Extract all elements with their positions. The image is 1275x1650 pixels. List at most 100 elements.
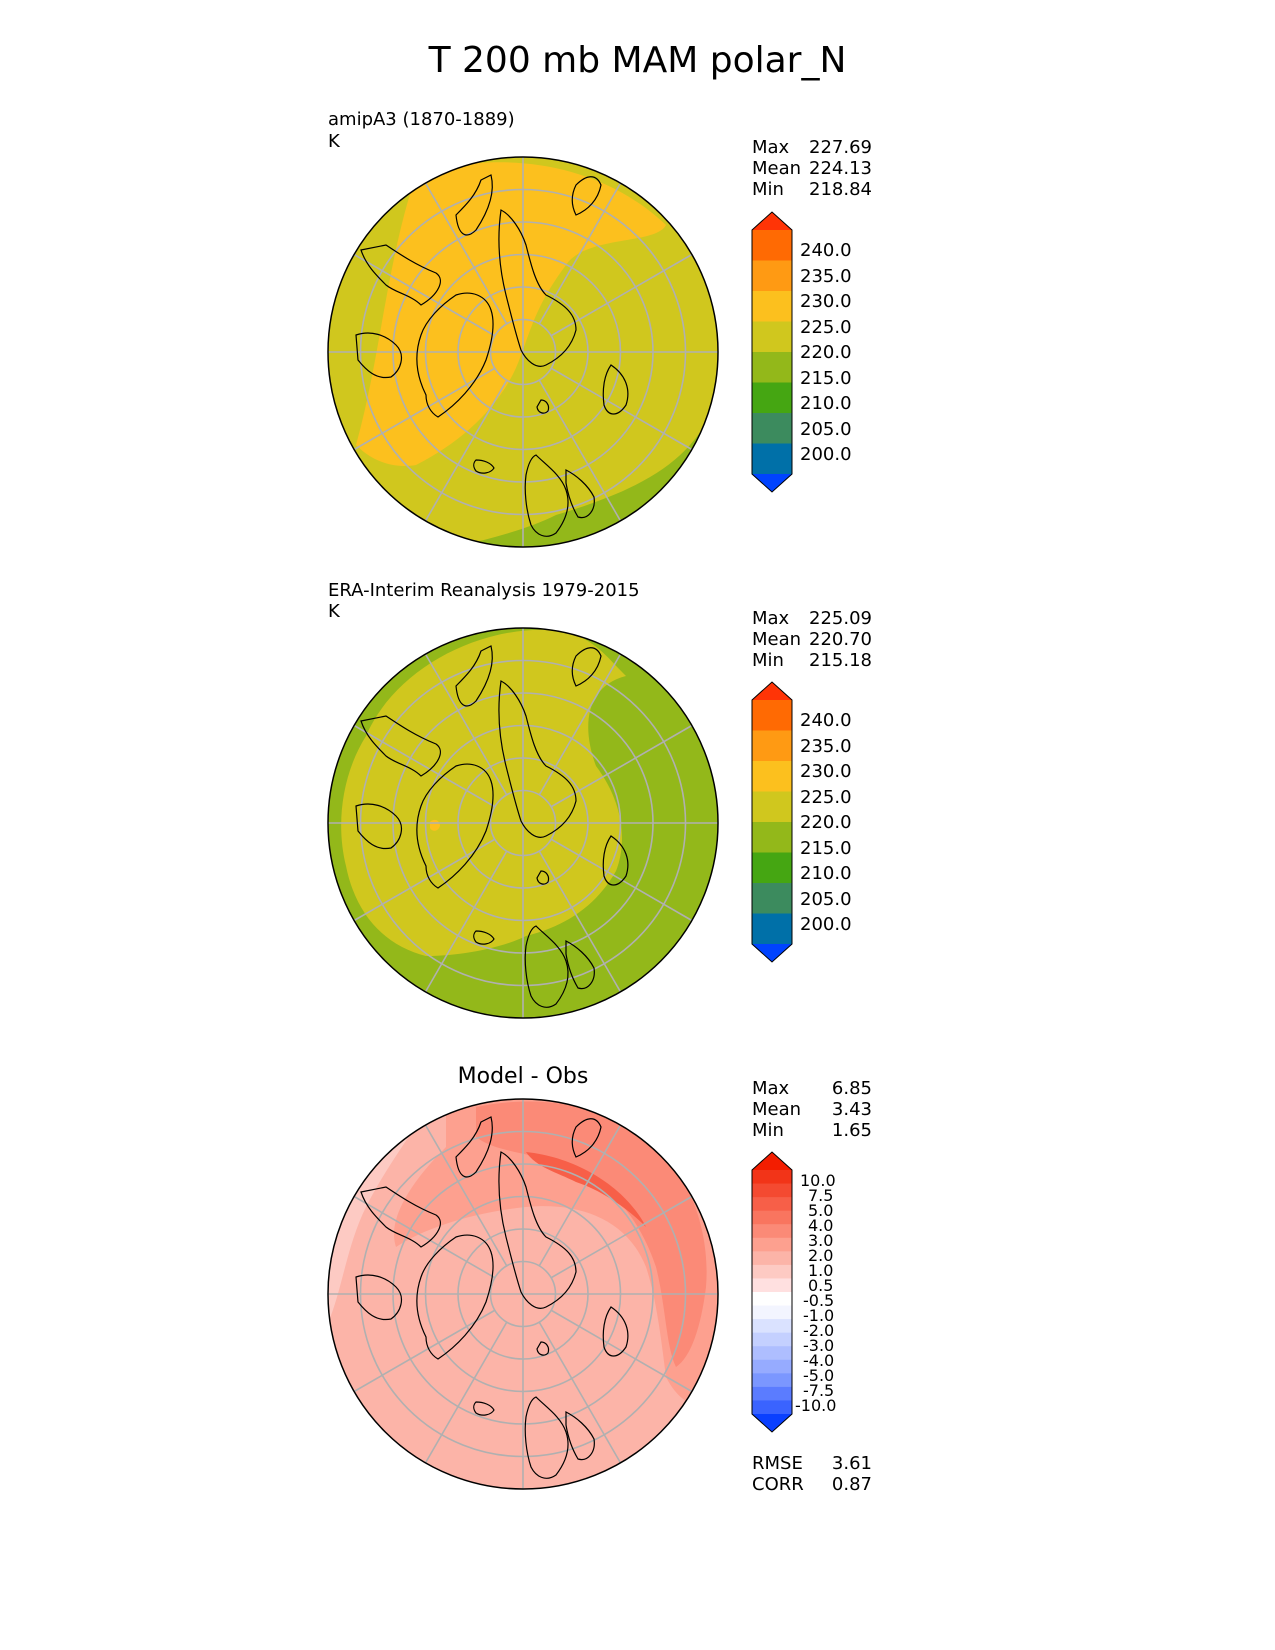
coastline bbox=[455, 1116, 493, 1178]
map-boundary bbox=[327, 1098, 719, 1490]
panel-units-model: K bbox=[328, 131, 340, 152]
colorbar-outline bbox=[751, 1151, 793, 1433]
coastline bbox=[455, 174, 493, 236]
longitude-line bbox=[353, 253, 496, 337]
stat-value-corr: 0.87 bbox=[831, 1474, 872, 1495]
stat-value-max: 225.09 bbox=[809, 608, 872, 629]
longitude-line bbox=[550, 1309, 693, 1393]
colorbar-outline bbox=[751, 681, 793, 963]
colorbar-tick: -10.0 bbox=[795, 1396, 837, 1415]
stat-value-min: 215.18 bbox=[809, 650, 872, 671]
longitude-line bbox=[424, 653, 508, 796]
stat-label-mean: Mean bbox=[752, 629, 802, 650]
colorbar-segment bbox=[752, 1210, 792, 1225]
colorbar-obs bbox=[751, 681, 793, 963]
longitude-line bbox=[353, 1309, 496, 1393]
colorbar-segment bbox=[752, 1305, 792, 1320]
colorbar-tick: 3.0 bbox=[808, 1231, 834, 1250]
coastline bbox=[524, 925, 569, 1008]
colorbar-extend-min bbox=[752, 474, 792, 492]
panel-title-model: amipA3 (1870-1889) bbox=[328, 109, 515, 130]
stat-label-mean: Mean bbox=[752, 158, 802, 179]
colorbar-segment bbox=[752, 1170, 792, 1185]
colorbar-diff bbox=[751, 1151, 793, 1433]
colorbar-segment bbox=[752, 1359, 792, 1374]
colorbar-segment bbox=[752, 1346, 792, 1361]
colorbar-extend-min bbox=[752, 1414, 792, 1432]
longitude-line bbox=[538, 379, 622, 522]
colorbar-extend-min bbox=[752, 944, 792, 962]
colorbar-segment bbox=[752, 352, 792, 383]
coastline bbox=[536, 399, 550, 414]
longitude-line bbox=[353, 724, 496, 808]
colorbar-segment bbox=[752, 382, 792, 414]
stat-value-mean: 220.70 bbox=[809, 629, 872, 650]
polar-map-diff bbox=[327, 1098, 719, 1490]
longitude-line bbox=[424, 850, 508, 993]
coastline bbox=[571, 647, 602, 687]
colorbar-segment bbox=[752, 413, 792, 444]
coastline bbox=[355, 803, 403, 850]
colorbar-tick: 240.0 bbox=[800, 710, 852, 731]
colorbar-tick: 240.0 bbox=[800, 240, 852, 261]
coastlines bbox=[355, 174, 629, 537]
coastline bbox=[565, 469, 595, 519]
coastline bbox=[416, 763, 494, 889]
colorbar-segment bbox=[752, 1224, 792, 1239]
colorbar-tick: 0.5 bbox=[808, 1276, 834, 1295]
colorbar-segment bbox=[752, 260, 792, 292]
colorbar-segment bbox=[752, 443, 792, 475]
colorbar-tick: 210.0 bbox=[800, 393, 852, 414]
coastline bbox=[571, 176, 602, 216]
colorbar-tick: -0.5 bbox=[803, 1291, 835, 1310]
colorbar-segment bbox=[752, 1386, 792, 1401]
coastline bbox=[524, 1396, 569, 1479]
coastline bbox=[536, 1341, 550, 1356]
colorbar-tick: -3.0 bbox=[803, 1336, 835, 1355]
colorbar-segment bbox=[752, 1197, 792, 1212]
colorbar-segment bbox=[752, 791, 792, 823]
graticule bbox=[328, 157, 718, 547]
longitude-line bbox=[550, 838, 693, 922]
colorbar-segment bbox=[752, 1264, 792, 1279]
colorbar-segment bbox=[752, 1237, 792, 1252]
coastline bbox=[602, 1306, 629, 1357]
stat-value-min: 218.84 bbox=[809, 179, 872, 200]
colorbar-segment bbox=[752, 230, 792, 261]
colorbar-segment bbox=[752, 1183, 792, 1198]
coastline bbox=[360, 715, 441, 777]
stat-value-min: 1.65 bbox=[831, 1120, 872, 1141]
coastline bbox=[498, 1151, 577, 1309]
coastline bbox=[355, 332, 403, 379]
coastline bbox=[360, 244, 441, 306]
colorbar-tick: -5.0 bbox=[803, 1366, 835, 1385]
colorbar-extend-max bbox=[752, 212, 792, 230]
colorbar-outline bbox=[751, 211, 793, 493]
coastline bbox=[416, 292, 494, 418]
coastline bbox=[355, 1274, 403, 1321]
polar-map-model bbox=[327, 156, 719, 548]
graticule bbox=[328, 628, 718, 1018]
colorbar-extend-max bbox=[752, 1152, 792, 1170]
colorbar-tick: 220.0 bbox=[800, 812, 852, 833]
colorbar-tick: 200.0 bbox=[800, 444, 852, 465]
map-boundary bbox=[327, 627, 719, 1019]
stat-value-max: 227.69 bbox=[809, 137, 872, 158]
stat-label-max: Max bbox=[752, 137, 790, 158]
panel-units-obs: K bbox=[328, 601, 340, 622]
colorbar-tick: -4.0 bbox=[803, 1351, 835, 1370]
colorbar-tick: 230.0 bbox=[800, 761, 852, 782]
coastlines bbox=[355, 645, 629, 1008]
coastline bbox=[565, 1411, 595, 1461]
colorbar-tick: 215.0 bbox=[800, 838, 852, 859]
colorbar-segment bbox=[752, 1373, 792, 1388]
colorbar-tick: 225.0 bbox=[800, 317, 852, 338]
colorbar-tick: 235.0 bbox=[800, 266, 852, 287]
colorbar-tick: 1.0 bbox=[808, 1261, 834, 1280]
colorbar-tick: 205.0 bbox=[800, 419, 852, 440]
stat-value-max: 6.85 bbox=[831, 1078, 872, 1099]
coastline bbox=[473, 1401, 495, 1416]
colorbar-tick: 10.0 bbox=[800, 1171, 836, 1190]
colorbar-tick: 220.0 bbox=[800, 342, 852, 363]
stat-label-corr: CORR bbox=[752, 1474, 804, 1495]
